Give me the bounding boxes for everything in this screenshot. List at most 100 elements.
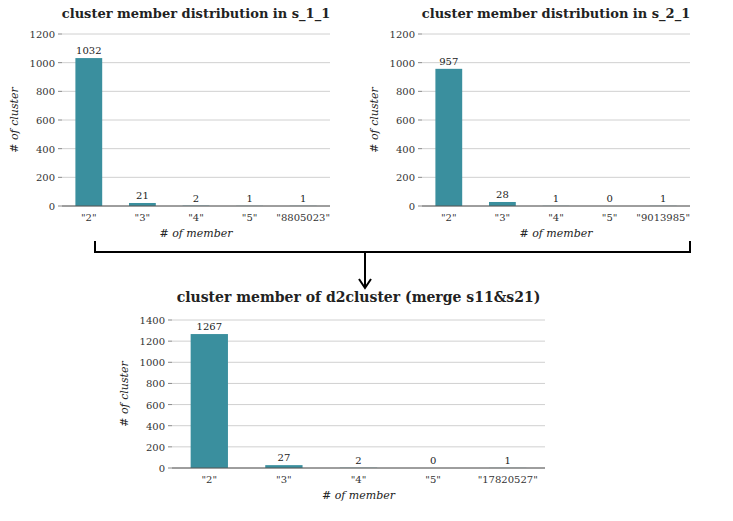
x-tick-label: "3" <box>495 212 511 223</box>
data-label: 2 <box>193 193 199 204</box>
grid-line <box>422 34 690 35</box>
y-tick-label: 0 <box>409 201 415 212</box>
x-tick-label: "4" <box>351 474 367 485</box>
arrow-shaft <box>364 252 366 287</box>
grid-line <box>62 206 330 207</box>
chart-title: cluster member of d2cluster (merge s11&s… <box>177 289 541 305</box>
bar-chart: cluster member of d2cluster (merge s11&s… <box>118 289 545 502</box>
x-axis-label: # of member <box>159 227 233 240</box>
y-tick-label: 1200 <box>140 336 165 347</box>
y-tick <box>418 177 422 178</box>
y-tick-label: 0 <box>49 201 55 212</box>
y-tick <box>418 91 422 92</box>
bar <box>191 334 228 468</box>
y-tick-label: 800 <box>36 86 55 97</box>
x-tick-label: "9013985" <box>636 212 690 223</box>
y-tick-label: 0 <box>159 463 165 474</box>
y-tick-label: 1000 <box>30 58 55 69</box>
bars <box>435 69 676 206</box>
grid-line <box>172 468 545 469</box>
arrow-head <box>359 279 371 288</box>
y-tick <box>168 404 172 405</box>
bar <box>435 69 462 206</box>
figure: cluster member distribution in s_1_10200… <box>0 0 733 521</box>
y-tick <box>58 34 62 35</box>
bracket <box>95 241 690 252</box>
y-tick <box>58 206 62 207</box>
y-tick <box>168 320 172 321</box>
y-tick-label: 400 <box>36 144 55 155</box>
grid-line <box>422 148 690 149</box>
data-label: 28 <box>496 189 509 200</box>
x-tick-label: "8805023" <box>276 212 330 223</box>
y-tick <box>168 362 172 363</box>
x-tick-label: "17820527" <box>478 474 538 485</box>
data-label: 0 <box>430 455 436 466</box>
y-tick <box>168 383 172 384</box>
y-tick <box>168 468 172 469</box>
grid-line <box>172 320 545 321</box>
y-tick-label: 1200 <box>390 29 415 40</box>
x-axis-label: # of member <box>322 489 396 502</box>
bar-chart: cluster member distribution in s_2_1 0 200… <box>368 6 690 240</box>
x-tick-label: "2" <box>81 212 97 223</box>
x-tick-label: "5" <box>425 474 441 485</box>
y-tick-label: 1000 <box>390 58 415 69</box>
y-tick <box>418 148 422 149</box>
data-label: 1267 <box>197 321 222 332</box>
y-tick <box>418 62 422 63</box>
data-label: 1 <box>300 193 306 204</box>
x-tick-label: "5" <box>602 212 618 223</box>
data-label: 27 <box>278 452 291 463</box>
y-tick-label: 400 <box>396 144 415 155</box>
grid-line <box>422 206 690 207</box>
x-tick-label: "4" <box>548 212 564 223</box>
x-tick-label: "4" <box>188 212 204 223</box>
y-tick <box>58 62 62 63</box>
y-tick <box>418 120 422 121</box>
x-tick-label: "2" <box>441 212 457 223</box>
y-tick-label: 800 <box>146 378 165 389</box>
x-axis-line <box>62 206 330 207</box>
data-label: 1 <box>246 193 252 204</box>
y-tick <box>168 446 172 447</box>
grid-line <box>422 91 690 92</box>
data-label: 1 <box>505 455 511 466</box>
chart-title: cluster member distribution in s_2_1 <box>422 6 690 22</box>
grid-line <box>62 34 330 35</box>
x-axis-line <box>422 206 690 207</box>
y-tick-label: 200 <box>396 172 415 183</box>
data-label: 1 <box>660 193 666 204</box>
bars <box>191 334 527 468</box>
bar <box>489 202 516 206</box>
connector <box>95 241 690 288</box>
data-label: 21 <box>136 190 149 201</box>
x-axis-line <box>172 468 545 469</box>
y-tick-label: 200 <box>36 172 55 183</box>
bar <box>75 58 102 206</box>
y-axis-label: # of cluster <box>8 87 21 153</box>
data-label: 2 <box>355 455 361 466</box>
y-tick-label: 200 <box>146 442 165 453</box>
y-tick-label: 800 <box>396 86 415 97</box>
y-axis-label: # of cluster <box>118 361 131 427</box>
y-tick-label: 600 <box>146 400 165 411</box>
y-tick <box>58 91 62 92</box>
x-tick-label: "2" <box>202 474 218 485</box>
data-label: 957 <box>439 56 458 67</box>
chart-title: cluster member distribution in s_1_1 <box>62 6 330 22</box>
grid-line <box>422 177 690 178</box>
bars <box>75 58 316 206</box>
y-tick <box>58 177 62 178</box>
y-tick-label: 1200 <box>30 29 55 40</box>
data-label: 1032 <box>76 45 101 56</box>
y-tick <box>418 34 422 35</box>
y-tick <box>168 425 172 426</box>
x-tick-label: "3" <box>276 474 292 485</box>
y-tick-label: 1000 <box>140 357 165 368</box>
grid-line <box>422 120 690 121</box>
x-tick-label: "3" <box>135 212 151 223</box>
y-tick <box>418 206 422 207</box>
y-tick-label: 1400 <box>140 315 165 326</box>
grid-line <box>422 62 690 63</box>
